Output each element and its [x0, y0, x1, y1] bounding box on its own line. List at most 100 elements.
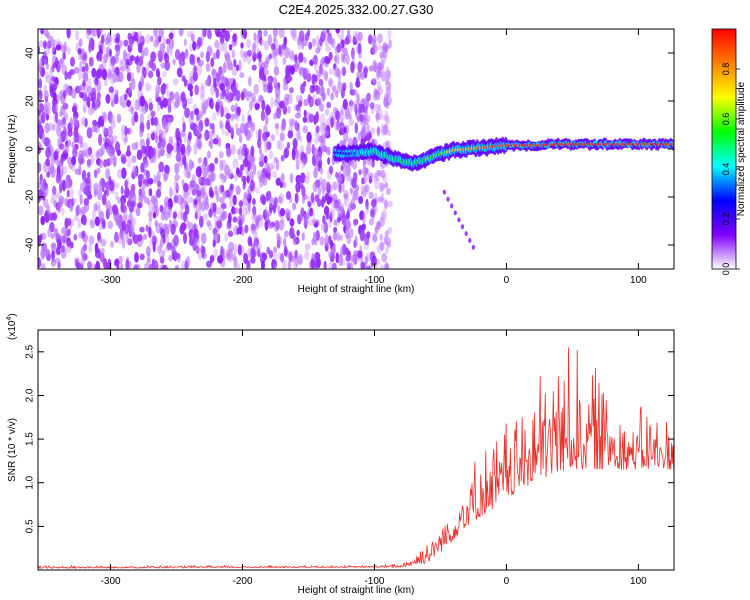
noise-blob — [351, 178, 357, 189]
noise-blob — [326, 87, 330, 96]
noise-blob — [208, 208, 213, 218]
noise-blob — [66, 189, 70, 198]
noise-blob — [125, 178, 130, 189]
noise-blob — [329, 211, 333, 223]
noise-blob — [137, 43, 143, 54]
noise-blob — [166, 242, 173, 251]
noise-blob — [104, 37, 110, 46]
noise-blob — [213, 248, 218, 259]
noise-blob — [343, 193, 348, 200]
noise-blob — [301, 232, 305, 241]
noise-blob — [246, 192, 252, 203]
noise-blob — [185, 160, 189, 173]
noise-blob — [230, 104, 236, 113]
noise-blob — [227, 230, 234, 237]
noise-blob — [349, 228, 354, 238]
noise-blob — [326, 181, 330, 191]
noise-blob — [154, 219, 158, 227]
noise-blob — [139, 95, 145, 107]
noise-blob — [385, 81, 392, 91]
noise-blob — [335, 29, 340, 34]
noise-blob — [364, 184, 371, 195]
noise-blob — [375, 226, 380, 235]
noise-blob — [45, 249, 50, 256]
noise-blob — [355, 76, 360, 88]
noise-blob — [304, 212, 311, 220]
noise-blob — [343, 47, 348, 56]
spectrogram-y-tick-label: 20 — [25, 95, 36, 107]
noise-blob — [197, 248, 203, 260]
noise-blob — [238, 200, 244, 208]
noise-blob — [71, 88, 77, 99]
noise-blob — [139, 112, 144, 125]
noise-blob — [168, 32, 174, 40]
noise-blob — [385, 261, 389, 269]
noise-blob — [340, 29, 345, 35]
noise-blob — [45, 74, 52, 84]
noise-blob — [327, 77, 334, 87]
noise-blob — [101, 126, 107, 133]
noise-blob — [226, 221, 231, 231]
noise-blob — [115, 182, 120, 189]
noise-blob — [375, 66, 380, 74]
noise-blob — [335, 252, 340, 264]
noise-blob — [67, 129, 73, 137]
noise-blob — [363, 238, 370, 251]
noise-blob — [120, 185, 124, 195]
noise-blob — [179, 203, 184, 215]
noise-blob — [103, 159, 108, 168]
noise-blob — [186, 170, 191, 179]
noise-blob — [44, 97, 49, 107]
noise-blob — [216, 207, 222, 215]
noise-blob — [331, 247, 336, 254]
noise-blob — [261, 100, 266, 111]
noise-blob — [100, 247, 105, 255]
noise-blob — [341, 182, 345, 193]
noise-blob — [331, 38, 336, 49]
noise-blob — [384, 246, 389, 254]
noise-blob — [368, 65, 374, 72]
noise-blob — [353, 218, 359, 226]
noise-blob — [384, 230, 389, 238]
noise-blob — [319, 236, 325, 246]
noise-blob — [234, 123, 239, 131]
noise-blob — [342, 82, 347, 92]
noise-blob — [188, 116, 194, 126]
noise-blob — [232, 194, 237, 206]
noise-blob — [224, 58, 230, 69]
noise-blob — [144, 69, 149, 77]
noise-blob — [302, 116, 308, 123]
noise-blob — [311, 238, 315, 246]
noise-blob — [331, 85, 336, 93]
noise-blob — [69, 200, 73, 213]
noise-blob — [338, 254, 344, 266]
noise-blob — [214, 39, 220, 49]
noise-blob — [156, 85, 161, 94]
secondary-trace-point — [460, 224, 465, 230]
noise-blob — [97, 189, 102, 201]
noise-blob — [343, 169, 348, 177]
noise-blob — [385, 69, 392, 80]
noise-blob — [160, 211, 166, 221]
noise-blob — [167, 206, 172, 219]
noise-blob — [60, 57, 64, 64]
noise-blob — [309, 207, 314, 217]
noise-blob — [104, 181, 110, 189]
noise-blob — [94, 150, 101, 160]
noise-blob — [292, 258, 299, 269]
noise-blob — [230, 144, 237, 155]
noise-blob — [82, 72, 89, 82]
secondary-trace-point — [450, 203, 454, 209]
noise-blob — [274, 122, 280, 130]
noise-blob — [49, 86, 54, 98]
noise-blob — [238, 218, 243, 228]
noise-blob — [324, 56, 330, 64]
snr-series-line — [38, 347, 674, 570]
noise-blob — [344, 37, 350, 45]
noise-blob — [86, 127, 93, 139]
noise-blob — [113, 157, 117, 168]
noise-blob — [202, 213, 208, 221]
noise-blob — [194, 108, 200, 116]
noise-blob — [134, 99, 140, 111]
noise-blob — [91, 29, 98, 37]
